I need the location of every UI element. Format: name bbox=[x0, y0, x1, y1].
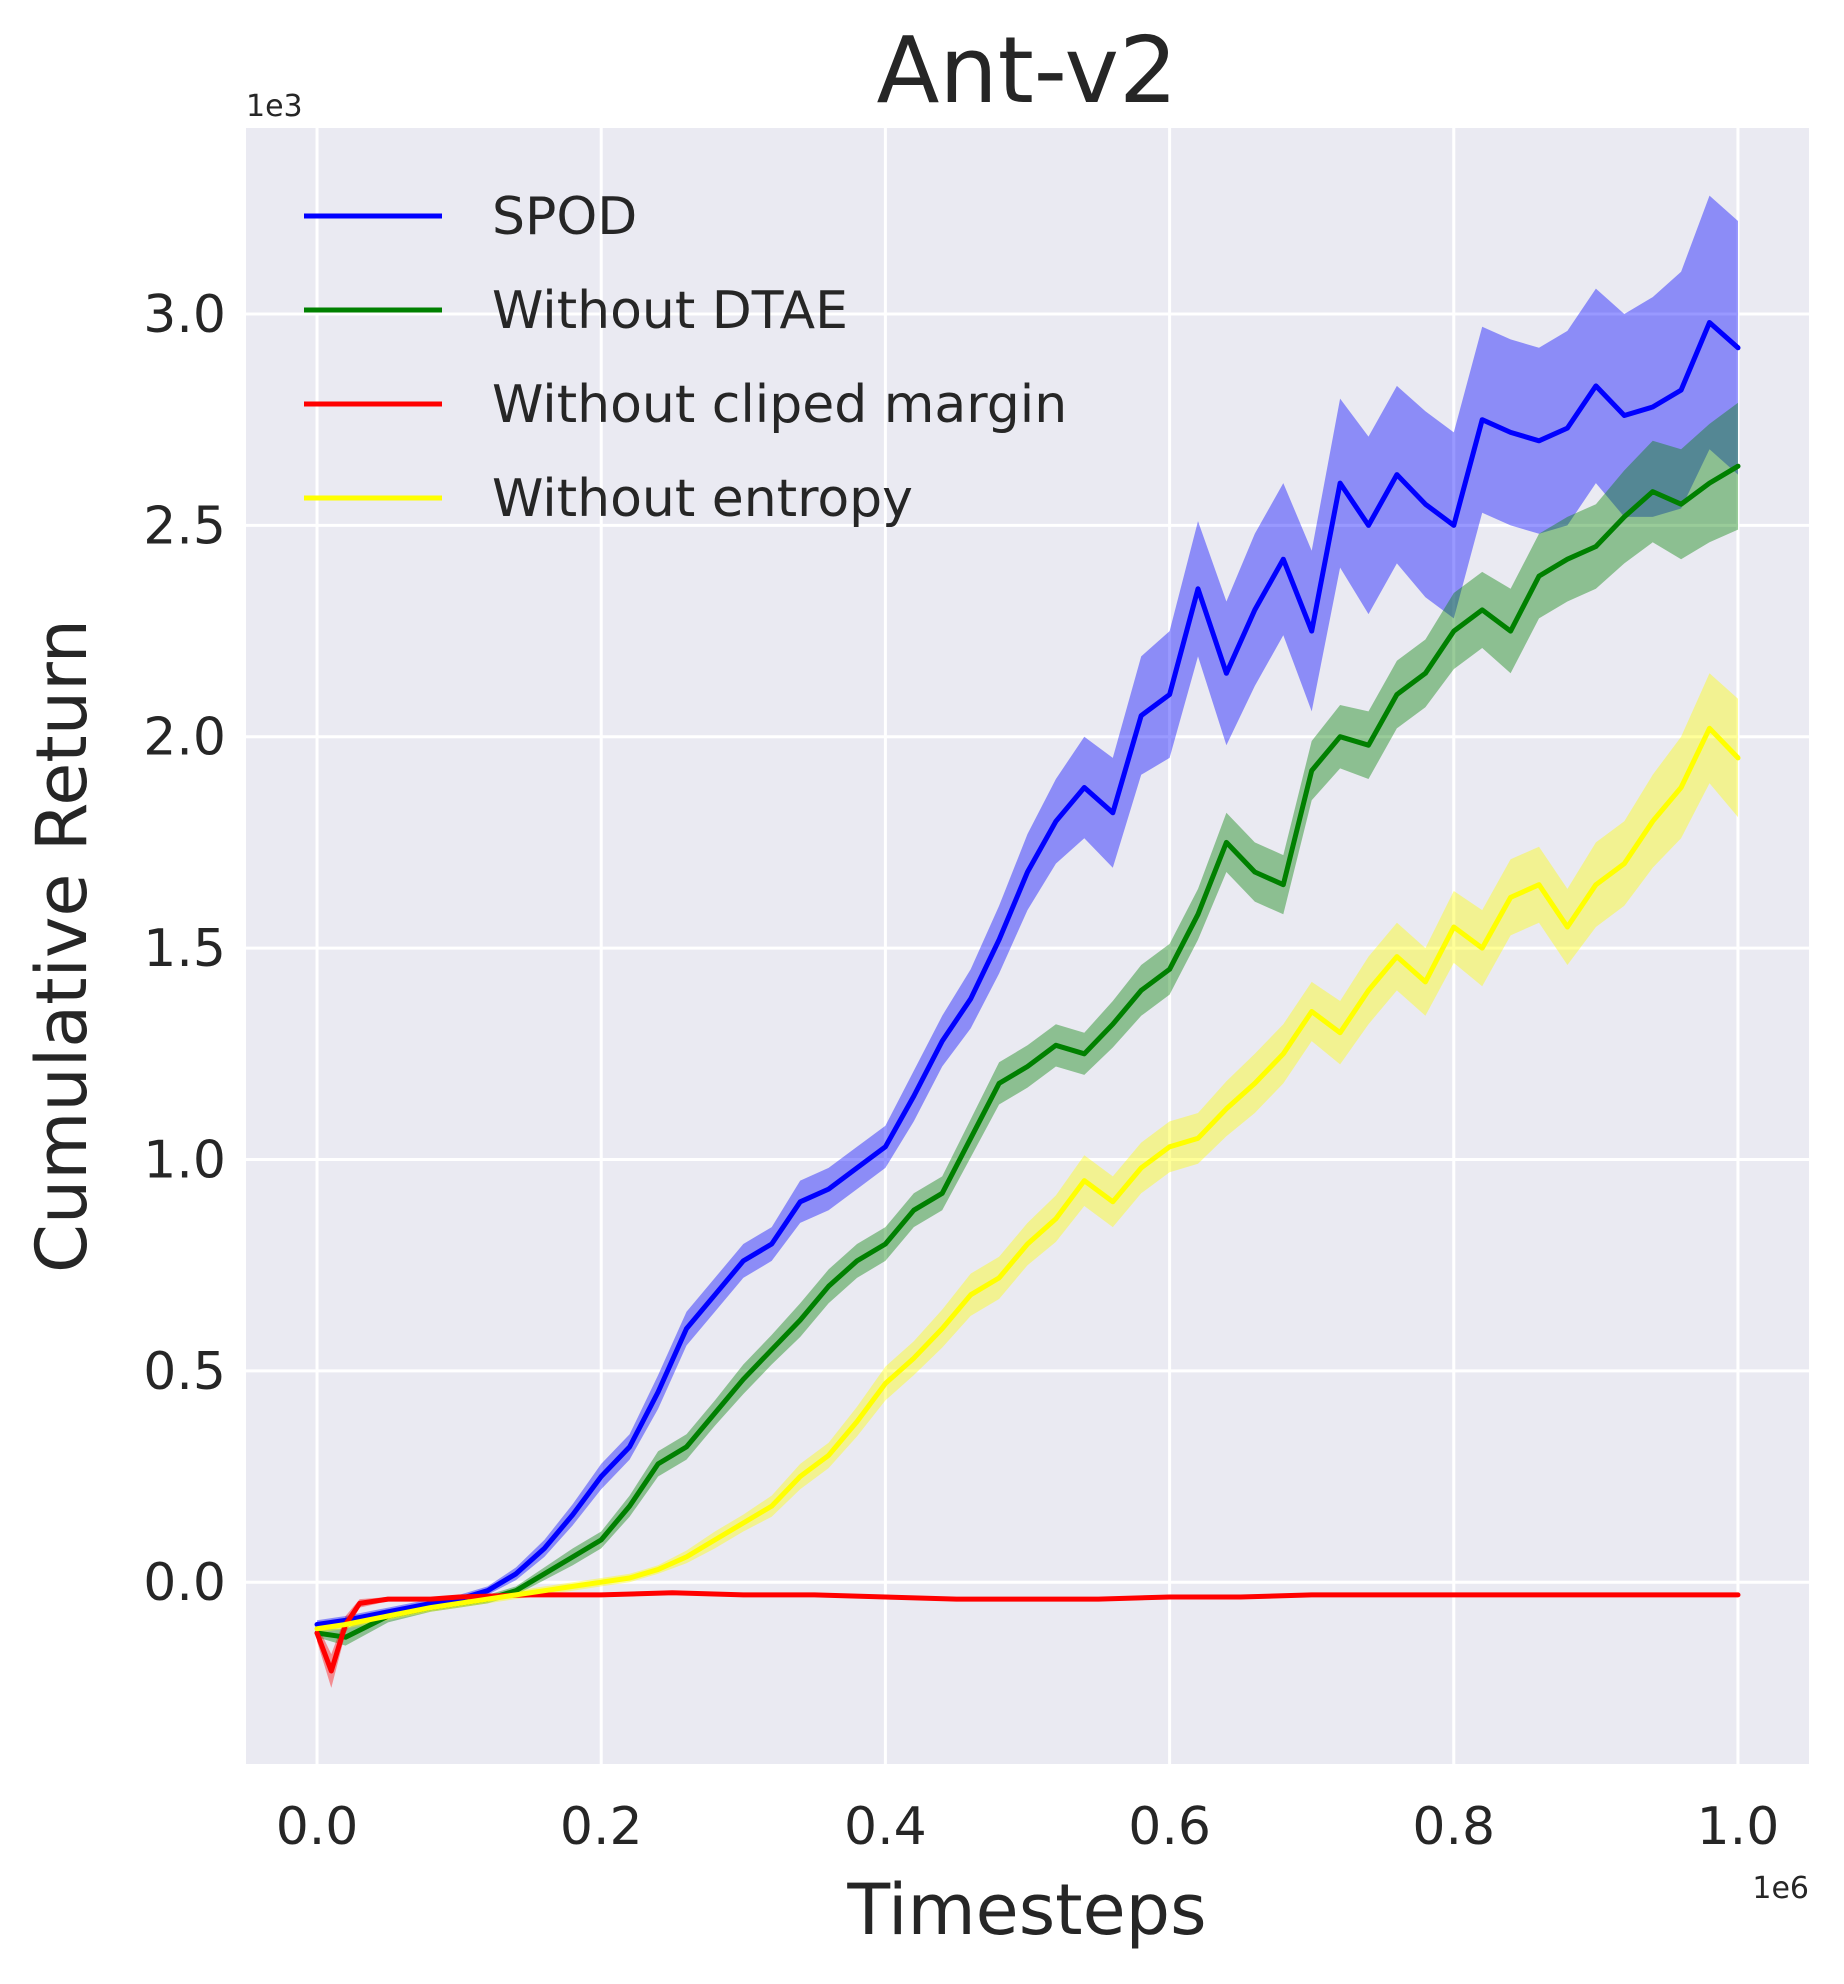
legend-label-without-dtae: Without DTAE bbox=[492, 281, 848, 341]
plot-area bbox=[246, 128, 1809, 1764]
x-tick-label: 0.8 bbox=[1412, 1797, 1495, 1857]
x-tick-label: 0.4 bbox=[844, 1797, 927, 1857]
line-spod bbox=[314, 320, 1741, 1627]
x-offset-label: 1e6 bbox=[1752, 1871, 1809, 1906]
x-tick-label: 0.2 bbox=[560, 1797, 643, 1857]
x-tick-labels: 0.0 0.2 0.4 0.6 0.8 1.0 bbox=[276, 1797, 1780, 1857]
legend-label-spod: SPOD bbox=[492, 187, 637, 247]
y-tick-label: 2.5 bbox=[143, 496, 226, 556]
y-tick-labels: 0.0 0.5 1.0 1.5 2.0 2.5 3.0 bbox=[143, 285, 226, 1613]
y-tick-label: 1.5 bbox=[143, 919, 226, 979]
y-tick-label: 3.0 bbox=[143, 285, 226, 345]
y-tick-label: 2.0 bbox=[143, 708, 226, 768]
chart-title: Ant-v2 bbox=[876, 17, 1177, 124]
x-axis-label: Timesteps bbox=[846, 1869, 1206, 1951]
series-lines bbox=[314, 320, 1741, 1674]
x-tick-label: 0.6 bbox=[1128, 1797, 1211, 1857]
y-tick-label: 1.0 bbox=[143, 1130, 226, 1190]
y-tick-label: 0.0 bbox=[143, 1553, 226, 1613]
band-without-dtae bbox=[317, 402, 1738, 1646]
grid bbox=[246, 128, 1809, 1764]
x-tick-label: 0.0 bbox=[276, 1797, 359, 1857]
legend: SPOD Without DTAE Without cliped margin Wit… bbox=[304, 187, 1067, 529]
y-tick-label: 0.5 bbox=[143, 1342, 226, 1402]
band-spod bbox=[317, 195, 1738, 1629]
line-without-cliped-margin bbox=[314, 1590, 1741, 1674]
line-without-entropy bbox=[314, 725, 1741, 1632]
y-offset-label: 1e3 bbox=[246, 89, 303, 124]
y-axis-label: Cumulative Return bbox=[21, 619, 103, 1273]
legend-label-without-cliped-margin: Without cliped margin bbox=[492, 375, 1067, 435]
legend-label-without-entropy: Without entropy bbox=[492, 469, 913, 529]
x-tick-label: 1.0 bbox=[1697, 1797, 1780, 1857]
line-without-dtae bbox=[314, 463, 1741, 1640]
confidence-bands bbox=[317, 195, 1738, 1688]
